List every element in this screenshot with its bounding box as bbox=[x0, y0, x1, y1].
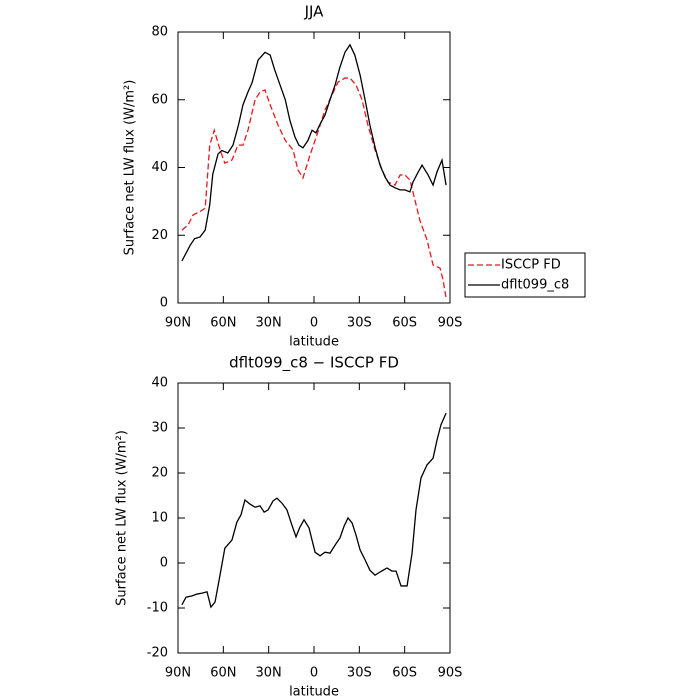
x-tick-label: 90S bbox=[438, 666, 463, 681]
legend-label: ISCCP FD bbox=[501, 258, 561, 273]
y-axis-label: Surface net LW flux (W/m²) bbox=[123, 80, 138, 256]
x-tick-label: 60S bbox=[392, 316, 417, 331]
x-tick-label: 90N bbox=[165, 666, 191, 681]
chart-title: dflt099_c8 − ISCCP FD bbox=[229, 354, 399, 373]
y-tick-label: 80 bbox=[151, 25, 168, 40]
y-tick-label: 0 bbox=[160, 296, 168, 311]
x-tick-label: 90N bbox=[165, 316, 191, 331]
y-tick-label: 10 bbox=[151, 511, 168, 526]
chart-title: JJA bbox=[304, 3, 325, 21]
legend-label: dflt099_c8 bbox=[501, 278, 569, 293]
y-tick-label: 30 bbox=[151, 421, 168, 436]
y-axis-label: Surface net LW flux (W/m²) bbox=[115, 430, 130, 606]
x-tick-label: 30N bbox=[256, 316, 282, 331]
data-line bbox=[181, 412, 447, 609]
x-tick-label: 30S bbox=[347, 316, 372, 331]
plot-frame bbox=[177, 382, 451, 654]
y-tick-label: 0 bbox=[160, 556, 168, 571]
data-line bbox=[181, 43, 447, 262]
legend-box bbox=[464, 252, 586, 298]
x-tick-label: 30S bbox=[347, 666, 372, 681]
x-tick-label: 30N bbox=[256, 666, 282, 681]
x-tick-label: 60S bbox=[392, 666, 417, 681]
x-tick-label: 60N bbox=[210, 316, 236, 331]
x-axis-label: latitude bbox=[289, 335, 339, 350]
plot-frame bbox=[177, 31, 451, 304]
x-axis-label: latitude bbox=[289, 685, 339, 700]
data-line bbox=[181, 77, 447, 299]
y-tick-label: 40 bbox=[151, 160, 168, 175]
y-tick-label: 60 bbox=[151, 92, 168, 107]
x-tick-label: 90S bbox=[438, 316, 463, 331]
y-tick-label: -10 bbox=[147, 601, 168, 616]
y-tick-label: 20 bbox=[151, 466, 168, 481]
x-tick-label: 60N bbox=[210, 666, 236, 681]
x-tick-label: 0 bbox=[310, 316, 318, 331]
x-tick-label: 0 bbox=[310, 666, 318, 681]
y-tick-label: -20 bbox=[147, 646, 168, 661]
y-tick-label: 40 bbox=[151, 376, 168, 391]
y-tick-label: 20 bbox=[151, 228, 168, 243]
